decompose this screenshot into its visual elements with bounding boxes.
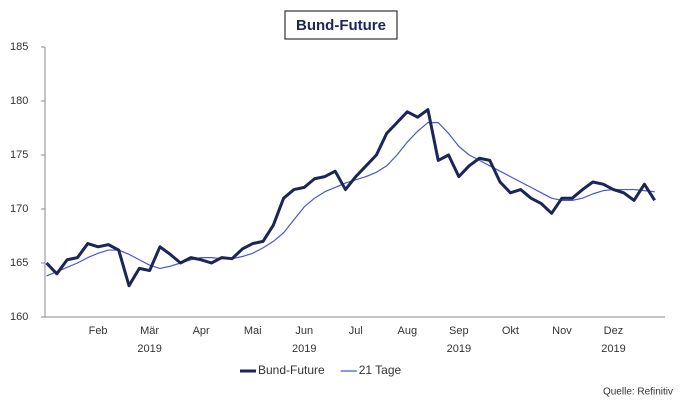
title-box (284, 10, 398, 40)
chart-title: Bund-Future (296, 17, 386, 34)
x-tick-label: Sep (449, 325, 469, 337)
x-year-label: 2019 (447, 343, 471, 355)
x-year-label: 2019 (292, 343, 316, 355)
x-tick-label: Aug (398, 325, 418, 337)
x-tick-label: Nov (552, 325, 572, 337)
legend-label: Bund-Future (258, 363, 325, 377)
series-line (45, 108, 656, 288)
x-tick-label: Mär (140, 325, 159, 337)
y-tick-label: 165 (10, 257, 28, 269)
x-year-label: 2019 (137, 343, 161, 355)
y-tick-label: 160 (10, 311, 28, 323)
x-tick-label: Mai (244, 325, 262, 337)
x-year-label: 2019 (601, 343, 625, 355)
y-tick-label: 185 (10, 41, 28, 53)
legend-label: 21 Tage (359, 363, 402, 377)
y-tick-label: 170 (10, 203, 28, 215)
y-tick-label: 175 (10, 149, 28, 161)
x-tick-label: Okt (502, 325, 519, 337)
source: Quelle: Refinitiv (603, 387, 673, 398)
x-tick-label: Feb (89, 325, 108, 337)
x-tick-label: Dez (604, 325, 624, 337)
x-tick-label: Jul (349, 325, 363, 337)
x-tick-label: Apr (193, 325, 210, 337)
x-tick-label: Jun (295, 325, 313, 337)
y-tick-label: 180 (10, 95, 28, 107)
